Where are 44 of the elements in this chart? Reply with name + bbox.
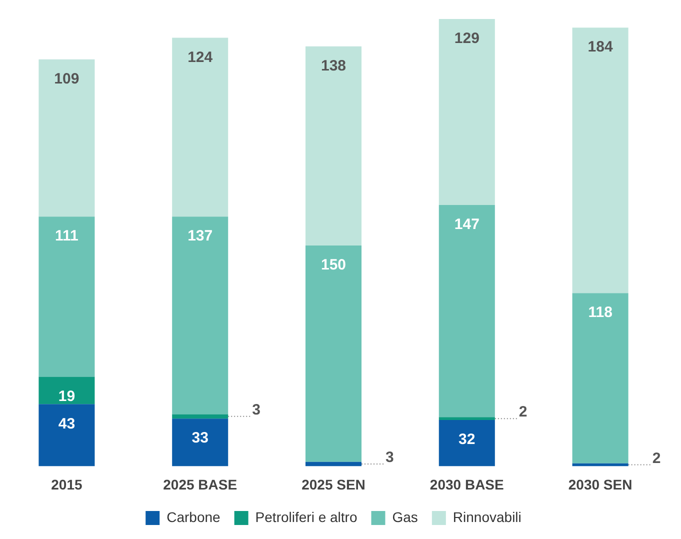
data-label: 137 [188, 228, 213, 245]
bar [172, 414, 228, 419]
data-label: 2 [518, 404, 528, 421]
bar [572, 293, 628, 464]
bar [38, 216, 95, 377]
data-label: 111 [55, 228, 78, 245]
data-label: 138 [320, 58, 346, 74]
bar [438, 18, 495, 206]
bar [172, 418, 228, 466]
bar [305, 46, 362, 246]
bar [305, 245, 362, 462]
legend-label: Petroliferi e altro [255, 508, 358, 525]
data-label: 150 [320, 256, 346, 274]
data-label: 43 [58, 415, 76, 432]
bar [38, 404, 95, 466]
bar [438, 420, 495, 466]
data-label: 118 [588, 304, 612, 322]
bar [305, 462, 362, 466]
data-label: 33 [192, 430, 208, 447]
x-tick-label: 2025 BASE [163, 476, 238, 492]
x-tick-label: 2030 BASE [430, 476, 504, 492]
data-label: 147 [454, 216, 480, 234]
data-label: 2 [652, 450, 661, 467]
bar [38, 376, 95, 404]
bar [38, 59, 95, 217]
bar [438, 417, 495, 420]
data-label: 19 [58, 388, 76, 405]
legend-label: Rinnovabili [452, 508, 522, 525]
x-tick-label: 2030 SEN [568, 476, 632, 492]
bar [438, 205, 495, 418]
bar [172, 216, 228, 414]
data-label: 32 [458, 431, 476, 448]
data-label: 3 [252, 402, 260, 419]
data-label: 129 [454, 30, 480, 48]
x-tick-label: 2025 SEN [302, 476, 366, 492]
legend-label: Gas [392, 508, 418, 525]
data-label: 3 [386, 449, 394, 466]
bar [572, 28, 628, 294]
data-label: 184 [588, 38, 614, 56]
legend-label: Carbone [166, 508, 221, 525]
x-tick-label: 2015 [51, 476, 82, 492]
bar [172, 38, 228, 217]
data-label: 124 [188, 48, 214, 66]
data-label: 109 [54, 70, 80, 88]
